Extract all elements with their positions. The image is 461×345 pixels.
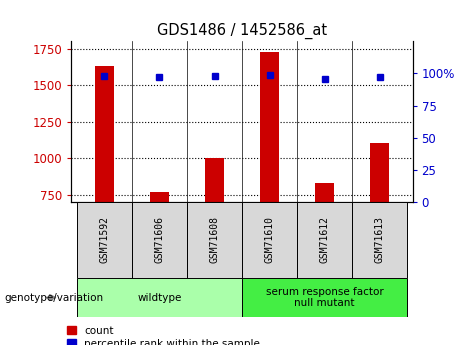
Bar [260,52,279,304]
Bar [150,191,169,304]
Bar [187,202,242,278]
Bar [297,202,352,278]
Bar [77,278,242,317]
Title: GDS1486 / 1452586_at: GDS1486 / 1452586_at [157,22,327,39]
Text: GSM71612: GSM71612 [319,216,330,263]
Bar [77,202,132,278]
Text: GSM71606: GSM71606 [154,216,165,263]
Text: GSM71592: GSM71592 [100,216,109,263]
Bar [315,183,334,304]
Text: GSM71610: GSM71610 [265,216,275,263]
Text: wildtype: wildtype [137,293,182,303]
Bar [95,66,114,304]
Bar [370,144,389,304]
Legend: count, percentile rank within the sample: count, percentile rank within the sample [67,326,260,345]
Bar [205,158,224,304]
Bar [242,202,297,278]
Bar [242,278,407,317]
Text: genotype/variation: genotype/variation [5,293,104,303]
Text: serum response factor
null mutant: serum response factor null mutant [266,287,384,308]
Text: GSM71608: GSM71608 [209,216,219,263]
Text: GSM71613: GSM71613 [375,216,384,263]
Bar [132,202,187,278]
Bar [352,202,407,278]
